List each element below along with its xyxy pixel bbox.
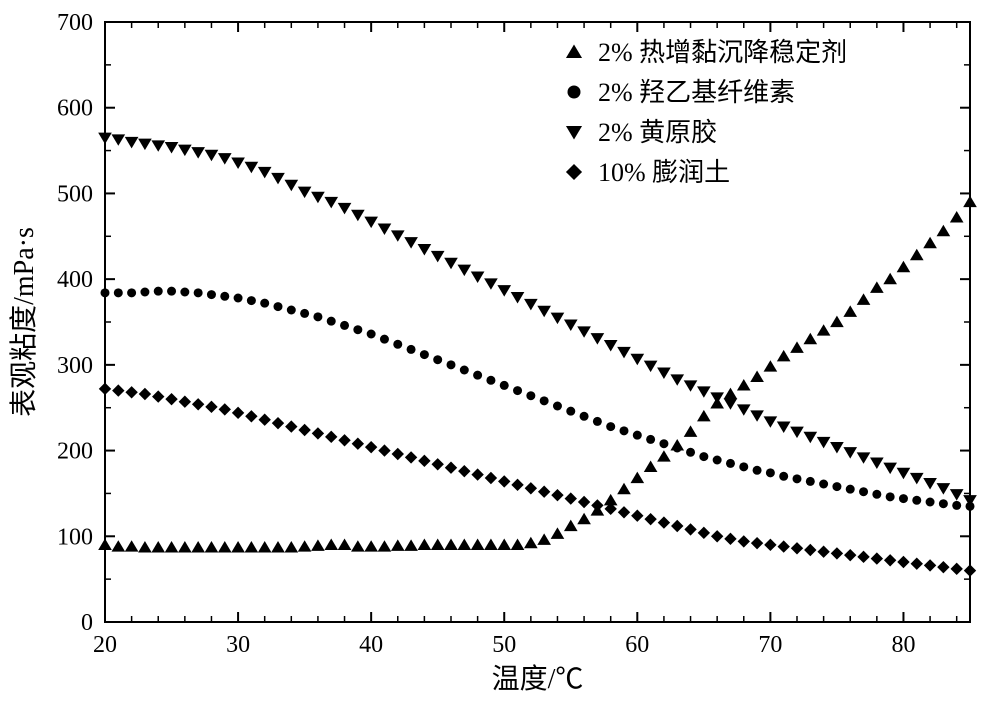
legend-label: 10% 膨润土	[598, 158, 730, 187]
x-tick-label: 40	[359, 632, 383, 658]
x-tick-label: 50	[492, 632, 516, 658]
y-tick-label: 500	[57, 181, 93, 207]
viscosity-vs-temperature-chart: 20 30 40 50 60 70 80 0 100 200 300 400 500 600 700 温度/℃…	[0, 0, 1000, 708]
x-tick-label: 30	[226, 632, 250, 658]
x-tick-label: 80	[891, 632, 915, 658]
y-tick-label: 600	[57, 96, 93, 122]
y-tick-label: 0	[81, 610, 93, 636]
y-tick-label: 100	[57, 524, 93, 550]
x-tick-label: 70	[758, 632, 782, 658]
legend-label: 2% 羟乙基纤维素	[598, 78, 795, 107]
y-tick-label: 400	[57, 267, 93, 293]
x-tick-label: 20	[93, 632, 117, 658]
x-tick-label: 60	[625, 632, 649, 658]
legend-label: 2% 黄原胶	[598, 118, 717, 147]
y-tick-label: 700	[57, 10, 93, 36]
legend-label: 2% 热增黏沉降稳定剂	[598, 38, 847, 67]
y-tick-label: 300	[57, 353, 93, 379]
y-tick-label: 200	[57, 439, 93, 465]
x-axis-label: 温度/℃	[492, 663, 584, 695]
y-axis-label: 表观粘度/mPa·s	[8, 227, 40, 417]
